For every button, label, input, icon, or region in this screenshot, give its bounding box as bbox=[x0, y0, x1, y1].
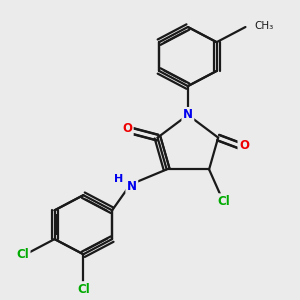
Text: Cl: Cl bbox=[77, 283, 90, 296]
Text: H: H bbox=[114, 174, 123, 184]
Text: O: O bbox=[239, 139, 249, 152]
Text: O: O bbox=[122, 122, 132, 135]
Text: N: N bbox=[127, 180, 137, 193]
Text: N: N bbox=[183, 108, 193, 122]
Text: CH₃: CH₃ bbox=[254, 20, 274, 31]
Text: Cl: Cl bbox=[218, 195, 231, 208]
Text: Cl: Cl bbox=[16, 248, 29, 261]
